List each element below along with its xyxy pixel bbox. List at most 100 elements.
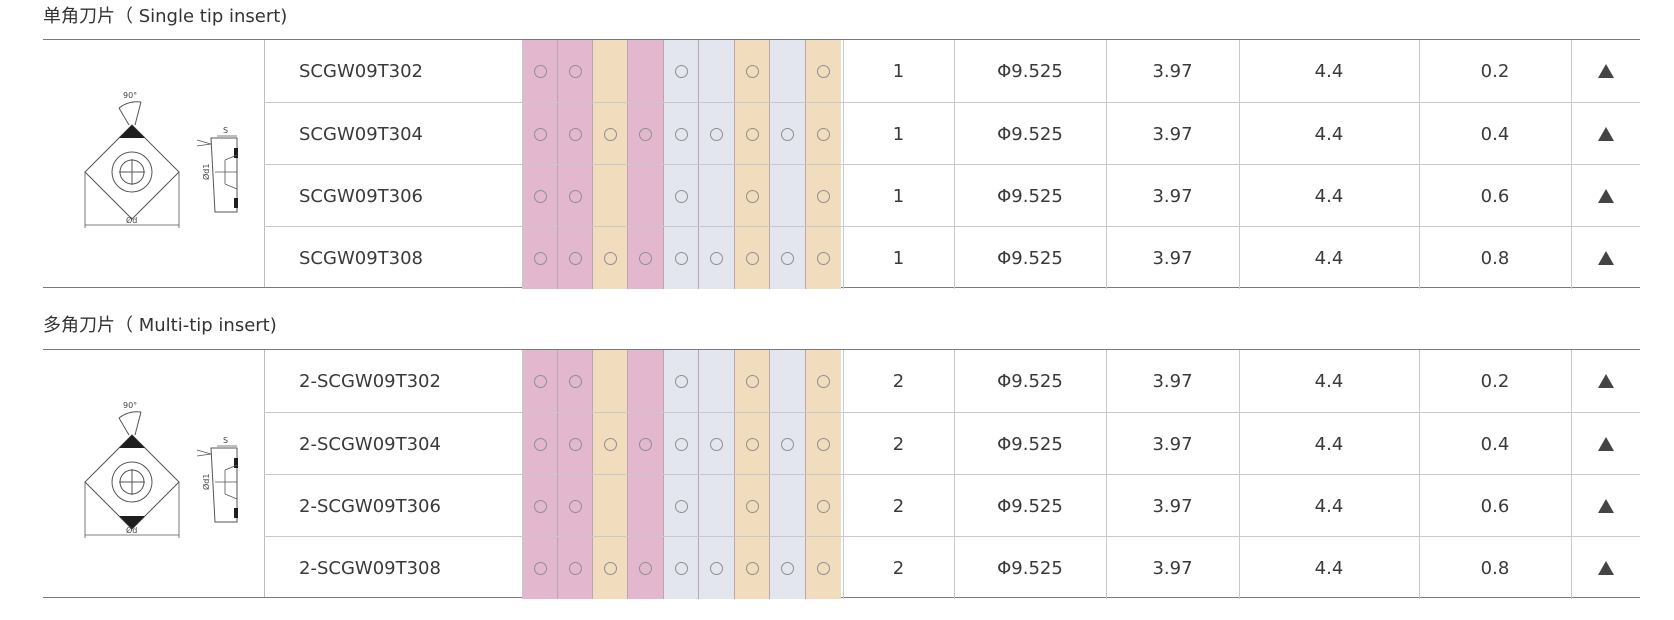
grade-cell — [769, 103, 805, 165]
column-divider — [1106, 227, 1107, 289]
grade-cell — [627, 40, 663, 102]
cell-d1: 4.4 — [1314, 433, 1344, 455]
model-code: 2-SCGW09T308 — [299, 557, 441, 579]
grade-cell — [522, 475, 558, 537]
availability-circle-icon — [675, 562, 688, 575]
cell-d: Φ9.525 — [997, 60, 1063, 82]
column-divider — [1419, 475, 1420, 537]
availability-circle-icon — [781, 128, 794, 141]
availability-circle-icon — [569, 500, 582, 513]
column-divider — [1106, 103, 1107, 165]
column-divider — [843, 227, 844, 289]
column-divider — [954, 165, 955, 227]
availability-circle-icon — [534, 500, 547, 513]
grade-cell — [734, 537, 770, 599]
grade-cell — [592, 350, 628, 412]
grade-cell — [698, 413, 734, 475]
cell-d1: 4.4 — [1314, 60, 1344, 82]
availability-circle-icon — [675, 65, 688, 78]
cell-d1: 4.4 — [1314, 370, 1344, 392]
cell-d: Φ9.525 — [997, 247, 1063, 269]
grade-cell — [522, 227, 558, 289]
grade-cell — [627, 227, 663, 289]
stock-triangle-icon — [1571, 475, 1640, 537]
grade-cell — [557, 227, 593, 289]
table-row: SCGW09T306 1 Φ9.525 3.97 4.4 0.6 — [264, 164, 1640, 227]
availability-circle-icon — [639, 438, 652, 451]
availability-circle-icon — [569, 438, 582, 451]
grade-cell — [805, 227, 841, 289]
stock-triangle-icon — [1571, 165, 1640, 227]
availability-circle-icon — [675, 500, 688, 513]
column-divider — [1106, 537, 1107, 599]
svg-text:Ød: Ød — [126, 525, 137, 535]
model-code: 2-SCGW09T304 — [299, 433, 441, 455]
availability-circle-icon — [639, 252, 652, 265]
grade-cell — [698, 165, 734, 227]
column-divider — [1106, 350, 1107, 412]
grade-cell — [557, 413, 593, 475]
column-divider — [1239, 40, 1240, 102]
grade-cell — [663, 227, 699, 289]
grade-cell — [592, 103, 628, 165]
grade-cell — [805, 40, 841, 102]
column-divider — [1239, 227, 1240, 289]
column-divider — [522, 537, 523, 599]
column-divider — [954, 40, 955, 102]
availability-circle-icon — [604, 562, 617, 575]
section-title: 单角刀片（ Single tip insert) — [43, 6, 288, 27]
stock-triangle-icon — [1571, 227, 1640, 289]
column-divider — [1419, 537, 1420, 599]
column-divider — [1419, 103, 1420, 165]
svg-text:S: S — [223, 126, 228, 135]
column-divider — [954, 227, 955, 289]
cell-s: 3.97 — [1152, 247, 1193, 269]
availability-circle-icon — [746, 128, 759, 141]
grade-cell — [557, 40, 593, 102]
availability-circle-icon — [639, 562, 652, 575]
cell-s: 3.97 — [1152, 123, 1193, 145]
grade-cell — [522, 350, 558, 412]
table-row: 2-SCGW09T306 2 Φ9.525 3.97 4.4 0.6 — [264, 474, 1640, 537]
column-divider — [522, 103, 523, 165]
availability-circle-icon — [569, 65, 582, 78]
availability-circle-icon — [817, 500, 830, 513]
availability-circle-icon — [534, 190, 547, 203]
insert-diagram-icon: 90° Ød S Ød1 — [84, 401, 238, 538]
cell-r: 0.4 — [1480, 123, 1510, 145]
insert-diagram: 90° Ød S Ød1 — [43, 40, 265, 287]
column-divider — [1239, 103, 1240, 165]
availability-circle-icon — [710, 438, 723, 451]
availability-circle-icon — [746, 562, 759, 575]
grade-cell — [805, 350, 841, 412]
svg-text:Ød1: Ød1 — [201, 164, 211, 180]
column-divider — [1106, 165, 1107, 227]
cell-r: 0.6 — [1480, 185, 1510, 207]
availability-circle-icon — [675, 375, 688, 388]
column-divider — [522, 227, 523, 289]
cell-r: 0.8 — [1480, 247, 1510, 269]
cell-d: Φ9.525 — [997, 557, 1063, 579]
grade-cell — [769, 413, 805, 475]
column-divider — [1419, 165, 1420, 227]
column-divider — [1239, 350, 1240, 412]
availability-circle-icon — [817, 252, 830, 265]
availability-circle-icon — [746, 252, 759, 265]
availability-circle-icon — [569, 252, 582, 265]
grade-cell — [734, 227, 770, 289]
column-divider — [1571, 103, 1572, 165]
grade-cell — [805, 537, 841, 599]
availability-circle-icon — [781, 438, 794, 451]
availability-circle-icon — [710, 562, 723, 575]
availability-circle-icon — [534, 375, 547, 388]
cell-tips: 2 — [892, 370, 905, 392]
grade-cell — [698, 475, 734, 537]
column-divider — [1571, 475, 1572, 537]
stock-triangle-icon — [1571, 350, 1640, 412]
availability-circle-icon — [675, 128, 688, 141]
stock-triangle-icon — [1571, 103, 1640, 165]
column-divider — [522, 413, 523, 475]
column-divider — [843, 475, 844, 537]
grade-cell — [592, 537, 628, 599]
section-title: 多角刀片（ Multi-tip insert) — [43, 315, 277, 336]
